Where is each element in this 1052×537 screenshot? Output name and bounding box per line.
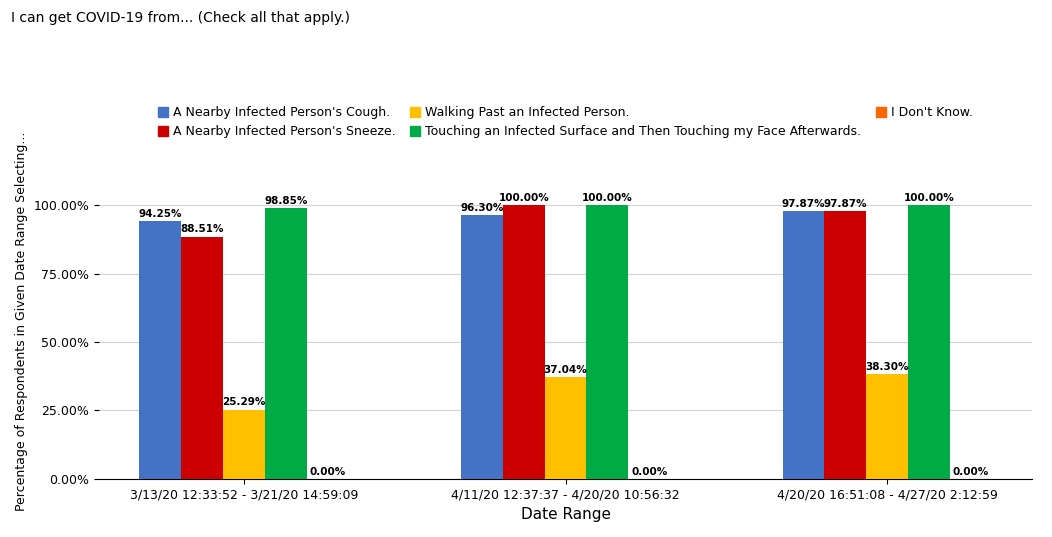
Text: 100.00%: 100.00% [499, 193, 549, 203]
Bar [545, 378, 586, 478]
Bar [866, 374, 908, 478]
Text: 0.00%: 0.00% [953, 467, 989, 476]
Text: 97.87%: 97.87% [782, 199, 826, 209]
Bar [139, 221, 181, 478]
Text: 0.00%: 0.00% [309, 467, 346, 476]
Bar [908, 205, 950, 478]
Text: 98.85%: 98.85% [264, 196, 307, 206]
Bar [586, 205, 628, 478]
Text: 100.00%: 100.00% [904, 193, 954, 203]
Text: 25.29%: 25.29% [222, 397, 265, 408]
Text: 96.30%: 96.30% [460, 203, 504, 213]
Bar [783, 211, 825, 478]
Legend: A Nearby Infected Person's Cough., A Nearby Infected Person's Sneeze., Walking P: A Nearby Infected Person's Cough., A Nea… [153, 101, 978, 143]
Text: 94.25%: 94.25% [139, 209, 182, 219]
Bar [223, 410, 265, 478]
Bar [265, 208, 306, 478]
Text: I can get COVID-19 from... (Check all that apply.): I can get COVID-19 from... (Check all th… [11, 11, 349, 25]
Y-axis label: Percentage of Respondents in Given Date Range Selecting...: Percentage of Respondents in Given Date … [15, 132, 28, 511]
Bar [461, 215, 503, 478]
Bar [825, 211, 866, 478]
Text: 37.04%: 37.04% [544, 365, 587, 375]
Bar [503, 205, 545, 478]
Text: 0.00%: 0.00% [631, 467, 667, 476]
Text: 88.51%: 88.51% [180, 224, 224, 235]
Text: 97.87%: 97.87% [824, 199, 867, 209]
X-axis label: Date Range: Date Range [521, 507, 610, 522]
Text: 100.00%: 100.00% [582, 193, 632, 203]
Text: 38.30%: 38.30% [866, 362, 909, 372]
Bar [181, 237, 223, 478]
